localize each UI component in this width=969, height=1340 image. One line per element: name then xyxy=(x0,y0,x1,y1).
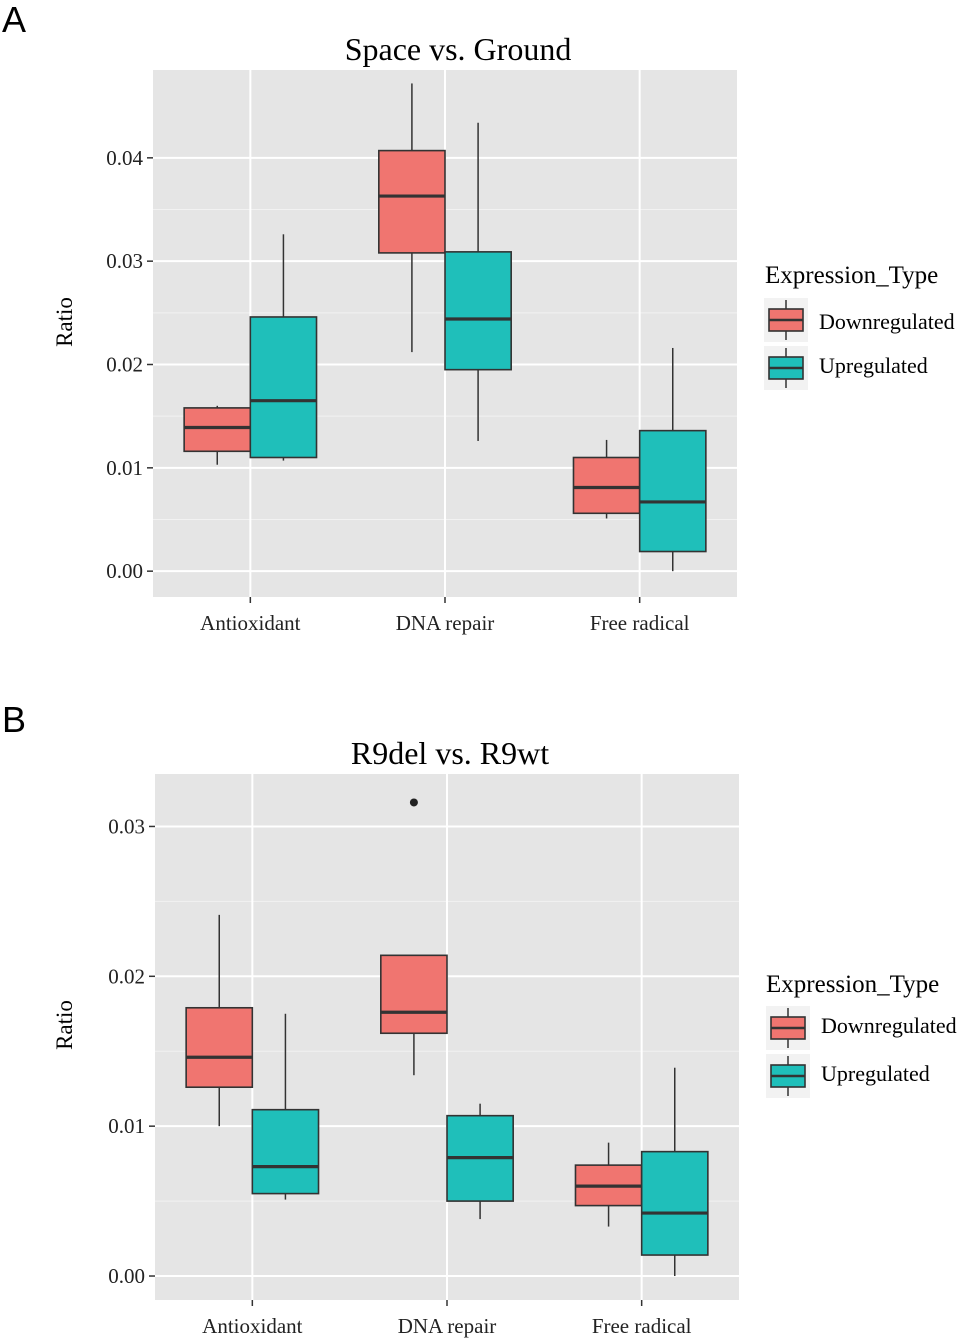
box-free-radical-downregulated xyxy=(572,439,641,519)
chart-title: R9del vs. R9wt xyxy=(351,735,549,771)
box-dna-repair-upregulated xyxy=(446,1103,514,1220)
box-iqr xyxy=(378,149,446,254)
y-tick-label: 0.03 xyxy=(106,249,143,273)
x-tick-label: DNA repair xyxy=(396,611,495,635)
box-antioxidant-downregulated xyxy=(183,405,252,465)
y-axis: 0.00 0.01 0.02 0.03 0.04 xyxy=(106,146,153,583)
box-dna-repair-downregulated xyxy=(378,83,446,353)
x-tick-label: Free radical xyxy=(590,611,690,635)
y-axis-title: Ratio xyxy=(52,297,77,347)
panel-letter: A xyxy=(2,0,26,40)
legend-label-downregulated: Downregulated xyxy=(819,309,955,334)
y-tick-label: 0.04 xyxy=(106,146,143,170)
panel-b: B R9del vs. R9wt 0.00 0.01 0.02 0.03 Antiox… xyxy=(2,699,957,1338)
y-axis: 0.00 0.01 0.02 0.03 xyxy=(108,814,155,1288)
legend-key-upregulated xyxy=(764,346,808,390)
y-tick-label: 0.02 xyxy=(106,353,143,377)
x-tick-label: Free radical xyxy=(592,1314,692,1338)
box-free-radical-upregulated xyxy=(638,347,707,572)
box-layer xyxy=(185,798,709,1277)
x-tick-label: Antioxidant xyxy=(202,1314,302,1338)
box-antioxidant-downregulated xyxy=(185,914,254,1127)
y-tick-label: 0.00 xyxy=(108,1264,145,1288)
x-axis: Antioxidant DNA repair Free radical xyxy=(200,597,690,635)
legend: Expression_Type Downregulated Upregulate… xyxy=(764,262,955,390)
box-iqr xyxy=(640,1150,709,1256)
box-free-radical-downregulated xyxy=(574,1142,643,1227)
y-axis-title: Ratio xyxy=(52,1000,77,1050)
legend-key-downregulated xyxy=(764,298,808,342)
box-layer xyxy=(183,83,707,572)
box-iqr xyxy=(249,316,318,459)
box-free-radical-upregulated xyxy=(640,1067,709,1277)
box-iqr xyxy=(183,407,252,453)
x-axis: Antioxidant DNA repair Free radical xyxy=(202,1300,692,1338)
box-iqr xyxy=(251,1108,320,1195)
box-dna-repair-downregulated xyxy=(380,798,448,1076)
x-tick-label: DNA repair xyxy=(398,1314,497,1338)
legend-label-upregulated: Upregulated xyxy=(819,353,928,378)
box-antioxidant-upregulated xyxy=(251,1013,320,1200)
panel-a: A Space vs. Ground 0.000.010.020.030.04 … xyxy=(2,0,955,635)
legend-key-downregulated xyxy=(766,1006,810,1050)
box-dna-repair-upregulated xyxy=(444,122,512,441)
box-iqr xyxy=(185,1006,254,1089)
legend-title: Expression_Type xyxy=(765,262,938,289)
y-tick-label: 0.00 xyxy=(106,559,143,583)
panel-letter: B xyxy=(2,699,26,740)
legend-label-downregulated: Downregulated xyxy=(821,1013,957,1038)
legend-key-upregulated xyxy=(766,1054,810,1098)
box-antioxidant-upregulated xyxy=(249,234,318,461)
y-tick-label: 0.01 xyxy=(106,456,143,480)
box-iqr xyxy=(572,456,641,515)
x-tick-label: Antioxidant xyxy=(200,611,300,635)
box-iqr xyxy=(380,954,448,1035)
outlier-point xyxy=(409,798,418,807)
y-tick-label: 0.02 xyxy=(108,964,145,988)
y-tick-label: 0.01 xyxy=(108,1114,145,1138)
legend: Expression_Type Downregulated Upregulate… xyxy=(766,971,957,1098)
chart-title: Space vs. Ground xyxy=(345,31,572,67)
box-iqr xyxy=(638,429,707,553)
box-iqr xyxy=(444,251,512,371)
y-tick-label: 0.03 xyxy=(108,814,145,838)
legend-label-upregulated: Upregulated xyxy=(821,1061,930,1086)
legend-title: Expression_Type xyxy=(766,971,939,998)
